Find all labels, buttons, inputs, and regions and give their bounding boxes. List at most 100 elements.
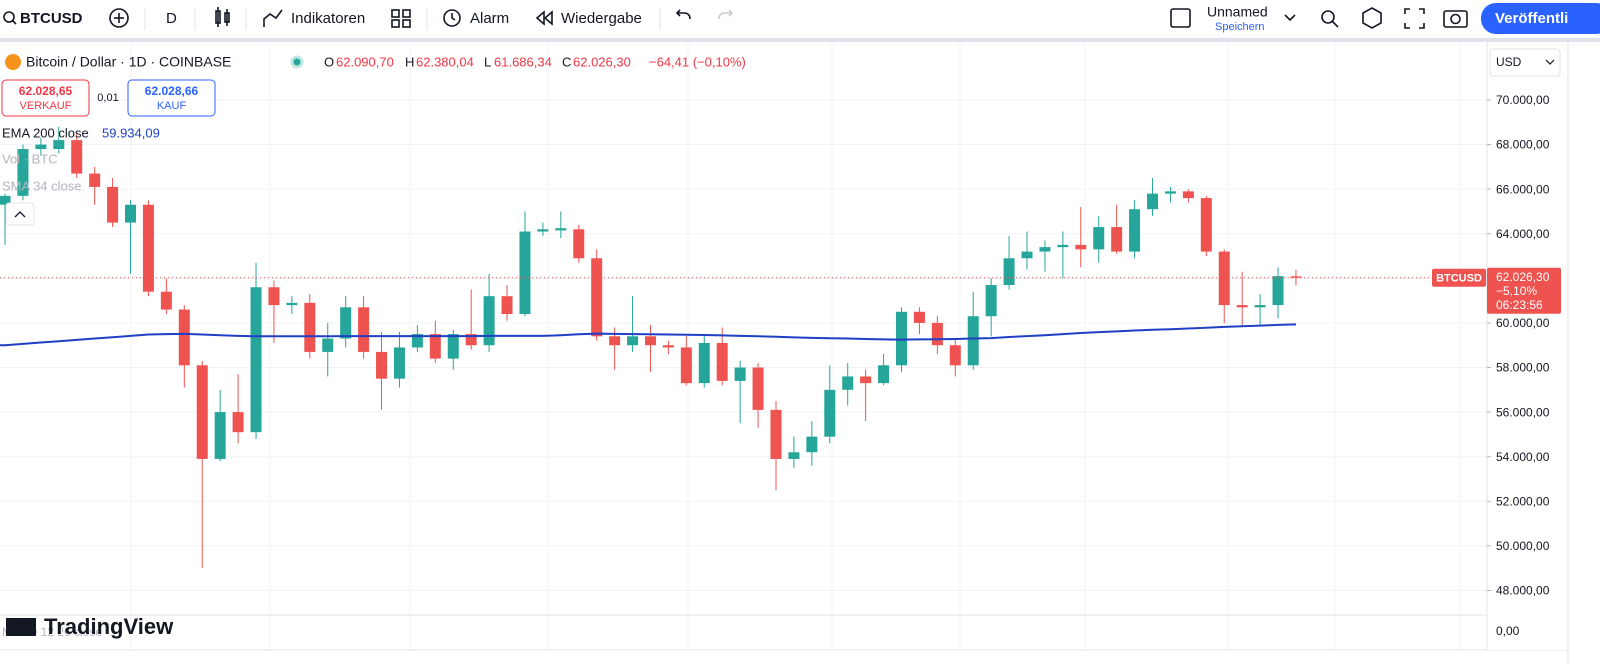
candle-body — [1003, 258, 1015, 286]
compare-button[interactable] — [109, 8, 129, 28]
layout-icon[interactable] — [1170, 8, 1191, 28]
publish-button[interactable]: Veröffentli — [1481, 3, 1600, 34]
layout-save[interactable]: Unnamed Speichern — [1207, 4, 1296, 33]
candle-body — [1290, 276, 1302, 278]
brand-logo — [6, 618, 36, 636]
currency-label: USD — [1496, 55, 1522, 69]
y-tick-label: 48.000,00 — [1496, 584, 1550, 598]
indicators-button[interactable]: Indikatoren — [263, 9, 365, 27]
candle-body — [913, 311, 925, 323]
buy-label: KAUF — [157, 100, 187, 112]
indicators-label: Indikatoren — [291, 10, 365, 27]
ohlc-key: O — [324, 54, 334, 69]
candle-body — [501, 296, 513, 315]
candle-body — [662, 345, 674, 348]
candle-body — [609, 336, 621, 346]
candle-body — [376, 351, 388, 379]
fullscreen-button[interactable] — [1404, 8, 1425, 29]
candle-body — [806, 436, 818, 453]
quick-search[interactable] — [1321, 10, 1339, 28]
y-tick-label: 68.000,00 — [1496, 138, 1550, 152]
candle-body — [358, 307, 370, 352]
price-tag-change: −5,10% — [1496, 284, 1537, 298]
interval-button[interactable]: D — [166, 10, 177, 27]
candle-body — [752, 367, 764, 410]
candle-body — [17, 149, 29, 196]
buy-button[interactable]: 62.028,66 KAUF — [127, 79, 216, 117]
replay-button[interactable]: Wiedergabe — [535, 10, 642, 27]
candle-body — [1147, 193, 1159, 210]
candle-body — [286, 302, 298, 306]
candle-body — [1039, 247, 1051, 252]
symbol-search[interactable]: BTCUSD — [3, 10, 83, 27]
candle-body — [142, 204, 154, 292]
candle-body — [985, 285, 997, 317]
toolbar-border — [0, 38, 1600, 42]
alert-button[interactable]: Alarm — [443, 9, 509, 27]
alarm-icon — [451, 13, 456, 21]
macd-axis-label: 0,00 — [1496, 624, 1520, 638]
buy-box — [127, 79, 216, 117]
sell-button[interactable]: 62.028,65 VERKAUF — [1, 79, 90, 117]
ohlc-key: C — [562, 54, 571, 69]
candle-body — [573, 229, 585, 259]
ema-line — [0, 323, 1297, 347]
collapse-button[interactable] — [5, 202, 35, 226]
candle-body — [53, 140, 65, 150]
ohlc-value: 62.090,70 — [336, 54, 394, 69]
buy-price: 62.028,66 — [145, 84, 199, 98]
candle-body — [716, 342, 728, 381]
currency-box — [1489, 48, 1561, 77]
candle-body — [89, 173, 101, 187]
currency-select[interactable]: USD — [1489, 48, 1561, 77]
candle-body — [178, 309, 190, 366]
chart-style-button[interactable] — [215, 7, 230, 27]
candle-body — [1164, 191, 1176, 194]
ohlc-change: −64,41 (−0,10%) — [649, 54, 746, 69]
dropdown-icon — [1545, 59, 1555, 65]
candle-body — [250, 287, 262, 433]
grid-icon — [402, 9, 411, 18]
candle-body — [1021, 251, 1033, 259]
btc-logo — [5, 54, 21, 70]
sell-label: VERKAUF — [20, 100, 72, 112]
axis-labels: 70.000,00 68.000,00 66.000,00 64.000,00 62.0… — [1432, 93, 1561, 598]
undo-button[interactable] — [675, 9, 691, 20]
y-tick-label: 52.000,00 — [1496, 494, 1550, 508]
candle-body — [35, 144, 47, 150]
search-icon — [1331, 20, 1339, 28]
y-tick-label: 50.000,00 — [1496, 539, 1550, 553]
candle-body — [824, 389, 836, 437]
settings-button[interactable] — [1362, 7, 1382, 29]
toolbar — [0, 0, 1600, 38]
candle-body — [931, 322, 943, 346]
ohlc-value: 62.026,30 — [573, 54, 631, 69]
candle-body — [1129, 209, 1141, 252]
search-icon — [3, 11, 15, 23]
search-icon — [11, 19, 17, 25]
candle-body — [896, 311, 907, 366]
legend-title: Bitcoin / Dollar · 1D · COINBASE — [26, 54, 231, 70]
candle-body — [519, 231, 531, 315]
replay-icon — [543, 10, 553, 26]
price-tag-price: 62.026,30 — [1496, 270, 1550, 284]
layouts-button[interactable] — [391, 9, 411, 28]
grid-icon — [391, 9, 400, 18]
redo-button[interactable] — [718, 9, 734, 20]
dropdown-icon — [1284, 14, 1296, 22]
ohlc-value: 62.380,04 — [416, 54, 474, 69]
candle-body — [125, 204, 137, 223]
layout-name: Unnamed — [1207, 4, 1268, 20]
candle-body — [214, 412, 226, 459]
candle-body — [1254, 305, 1266, 308]
snapshot-button[interactable] — [1443, 10, 1468, 28]
candle-body — [465, 334, 477, 346]
camera-icon — [1450, 13, 1461, 25]
candle-body — [878, 365, 890, 384]
y-tick-label: 56.000,00 — [1496, 405, 1550, 419]
sell-price: 62.028,65 — [19, 84, 73, 98]
candle-body — [429, 334, 441, 359]
brand: TradingView — [44, 614, 174, 639]
publish-label: Veröffentli — [1495, 10, 1568, 27]
